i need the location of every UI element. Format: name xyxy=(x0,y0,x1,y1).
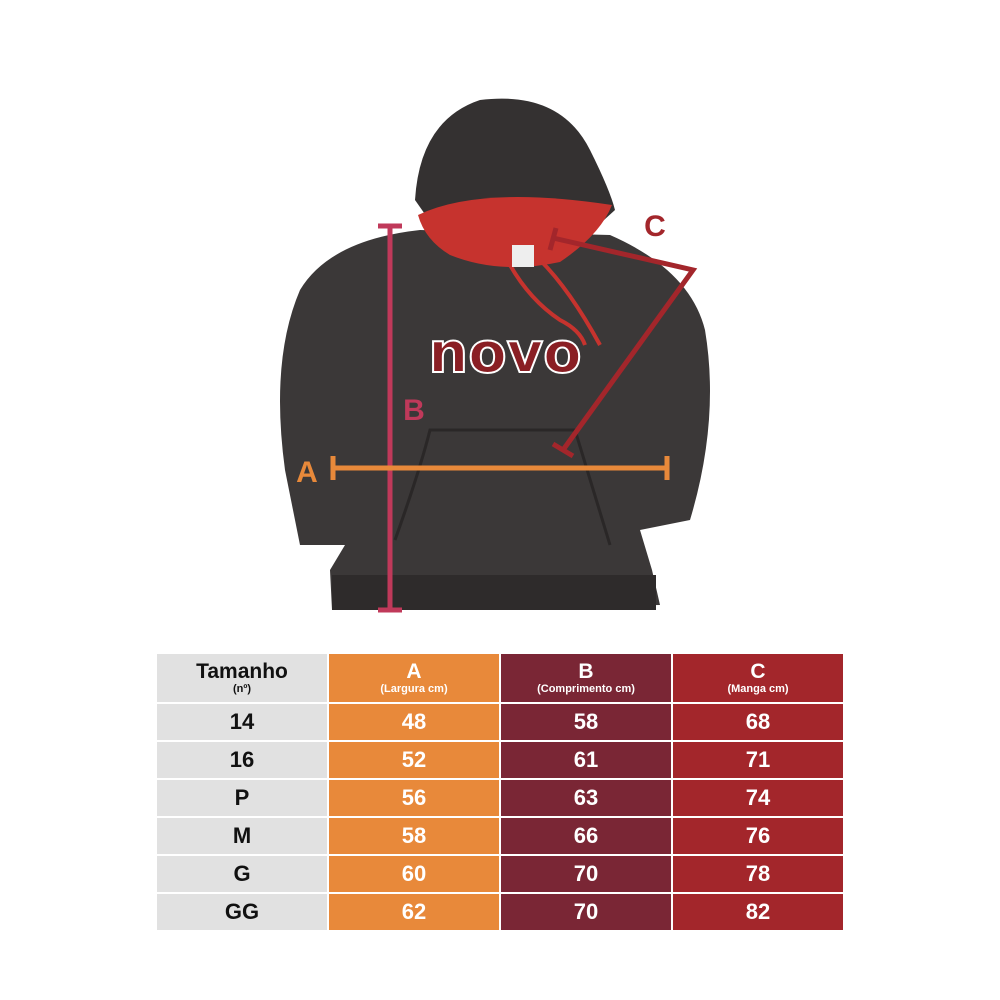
header-main: B xyxy=(578,659,594,683)
measurement-a xyxy=(330,456,670,480)
header-main: A xyxy=(406,659,422,683)
novo-print: novo xyxy=(428,321,581,386)
header-sub: (Largura cm) xyxy=(380,682,448,695)
drawstring xyxy=(508,258,602,346)
hoodie-photo: novo B A C xyxy=(280,98,710,613)
measurement-cell: 78 xyxy=(673,856,843,892)
measurement-cell: 58 xyxy=(329,818,499,854)
header-sub: (Comprimento cm) xyxy=(537,682,635,695)
size-table: Tamanho (nº) A (Largura cm) B (Comprimento … xyxy=(157,654,843,930)
measurement-cell: 56 xyxy=(329,780,499,816)
size-cell: M xyxy=(157,818,327,854)
header-c: C (Manga cm) xyxy=(673,654,843,702)
header-size: Tamanho (nº) xyxy=(157,654,327,702)
measurement-cell: 52 xyxy=(329,742,499,778)
measurement-cell: 82 xyxy=(673,894,843,930)
measurement-c xyxy=(547,227,698,459)
header-main: C xyxy=(750,659,766,683)
measurement-cell: 71 xyxy=(673,742,843,778)
size-cell: P xyxy=(157,780,327,816)
measurement-cell: 48 xyxy=(329,704,499,740)
size-cell: 14 xyxy=(157,704,327,740)
hood-lining xyxy=(418,197,612,268)
size-cell: 16 xyxy=(157,742,327,778)
measurement-cell: 70 xyxy=(501,894,671,930)
measurement-b xyxy=(378,223,402,613)
measurement-cell: 68 xyxy=(673,704,843,740)
header-main: Tamanho xyxy=(196,659,288,683)
header-sub: (nº) xyxy=(232,682,252,695)
measurement-cell: 61 xyxy=(501,742,671,778)
waistband xyxy=(332,575,656,610)
measurement-cell: 63 xyxy=(501,780,671,816)
measurement-cell: 70 xyxy=(501,856,671,892)
measurement-cell: 66 xyxy=(501,818,671,854)
size-cell: GG xyxy=(157,894,327,930)
label-a: A xyxy=(296,456,318,489)
kangaroo-pocket xyxy=(393,428,612,546)
hoodie-body xyxy=(280,230,710,610)
header-sub: (Manga cm) xyxy=(727,682,789,695)
size-cell: G xyxy=(157,856,327,892)
header-b: B (Comprimento cm) xyxy=(501,654,671,702)
label-b: B xyxy=(403,394,425,427)
measurement-cell: 60 xyxy=(329,856,499,892)
label-c: C xyxy=(644,210,666,243)
measurement-cell: 62 xyxy=(329,894,499,930)
clothing-tag xyxy=(512,245,534,267)
measurement-cell: 58 xyxy=(501,704,671,740)
measurement-cell: 74 xyxy=(673,780,843,816)
header-a: A (Largura cm) xyxy=(329,654,499,702)
measurement-cell: 76 xyxy=(673,818,843,854)
